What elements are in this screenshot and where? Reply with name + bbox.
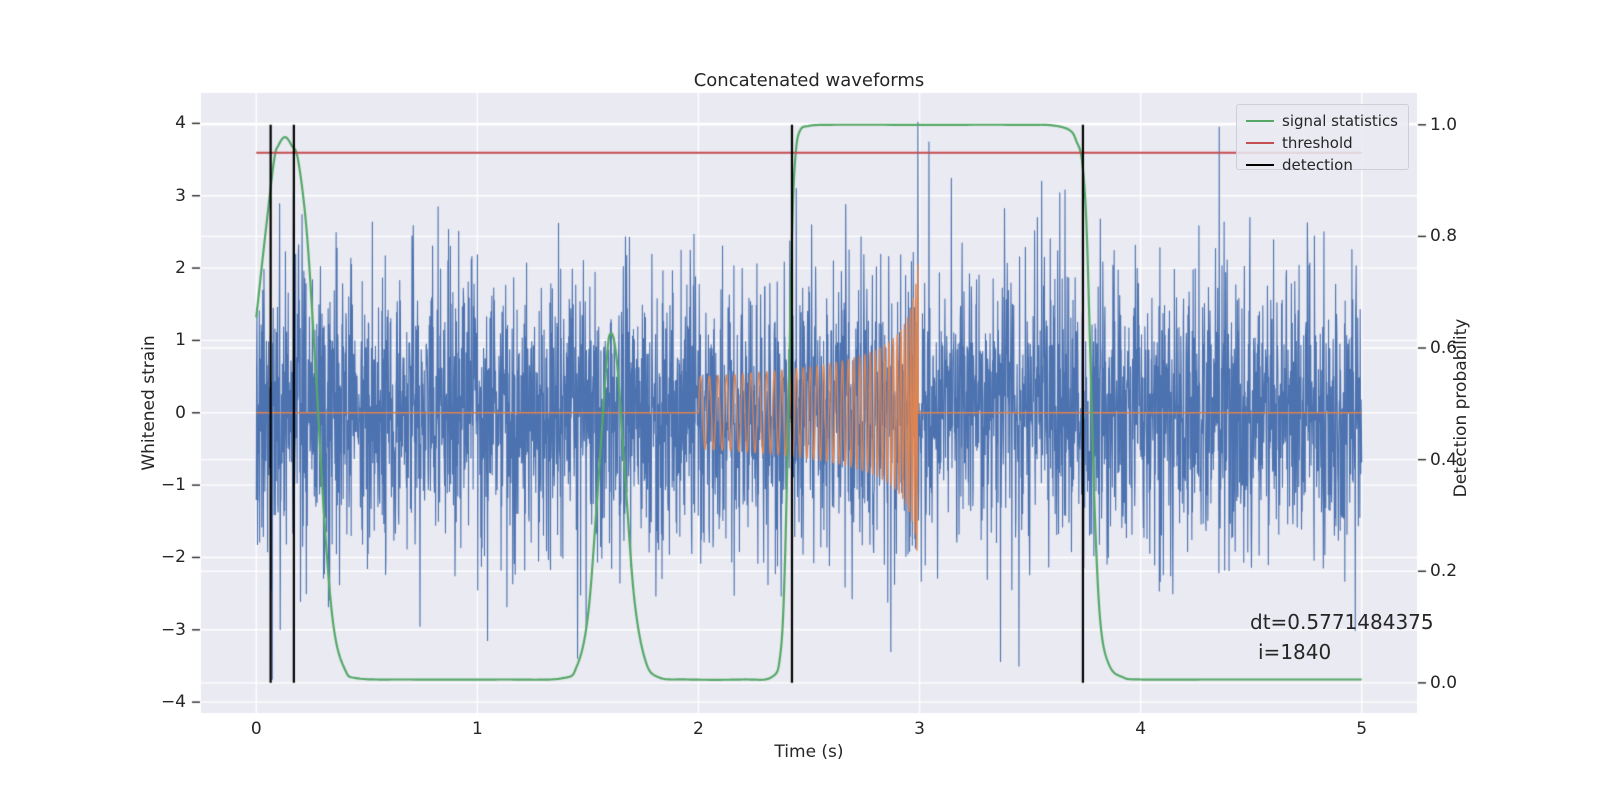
right-axis-tick-label: 1.0 (1430, 114, 1458, 135)
left-axis-tick-label: 2 (175, 258, 186, 279)
x-axis-tick-label: 0 (250, 719, 262, 739)
x-axis-tick-label: 4 (1135, 719, 1147, 739)
legend: signal statistics threshold detection (1236, 104, 1409, 174)
legend-line-sample-green (1246, 120, 1274, 122)
right-axis-tick-label: 0.0 (1430, 672, 1458, 693)
x-axis-tick-label: 3 (914, 719, 925, 739)
annotation-i: i=1840 (1258, 640, 1332, 664)
legend-line-sample-red (1246, 142, 1274, 144)
legend-item-signal-statistics: signal statistics (1246, 110, 1408, 132)
left-axis-tick-label: 0 (175, 402, 186, 423)
legend-line-sample-black (1246, 164, 1274, 166)
right-axis-tick-label: 0.4 (1430, 449, 1458, 470)
left-axis-tick-label: −4 (160, 692, 186, 713)
right-axis-tick-label: 0.8 (1430, 226, 1458, 247)
left-axis-tick-label: 3 (175, 185, 186, 206)
legend-item-label: signal statistics (1282, 112, 1399, 130)
right-y-axis-label: Detection probability (1451, 318, 1471, 498)
x-axis-label: Time (s) (774, 742, 844, 762)
x-axis-tick-label: 2 (693, 719, 704, 739)
x-axis-tick-label: 5 (1356, 719, 1368, 739)
legend-item-detection: detection (1246, 154, 1408, 176)
left-y-axis-label: Whitened strain (139, 335, 159, 471)
left-axis-tick-label: 4 (175, 113, 186, 134)
legend-item-label: detection (1282, 156, 1353, 174)
left-axis-tick-label: −3 (160, 619, 186, 640)
left-axis-tick-label: −1 (160, 475, 186, 496)
legend-item-threshold: threshold (1246, 132, 1408, 154)
x-axis-tick-label: 1 (471, 719, 483, 739)
left-axis-tick-label: −2 (160, 547, 186, 568)
right-axis-tick-label: 0.6 (1430, 338, 1458, 359)
annotation-dt: dt=0.5771484375 (1250, 610, 1434, 634)
chart-title: Concatenated waveforms (693, 70, 925, 91)
right-axis-tick-label: 0.2 (1430, 561, 1458, 582)
left-axis-tick-label: 1 (175, 330, 186, 351)
legend-item-label: threshold (1282, 134, 1353, 152)
